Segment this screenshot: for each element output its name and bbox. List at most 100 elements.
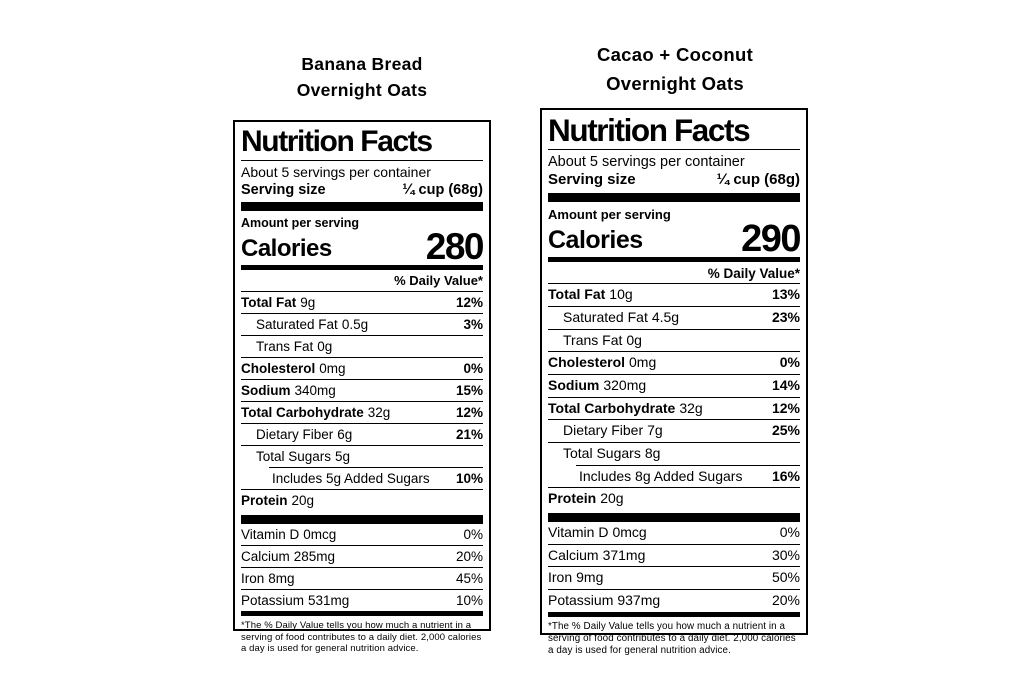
nutrient-dv: 0% (463, 526, 483, 542)
nutrient-dv: 0% (779, 524, 800, 541)
nutrient-amount: 0mg (629, 354, 657, 371)
nutrient-name: Vitamin D (241, 526, 300, 542)
nutrient-row-cholesterol: Cholesterol 0mg 0% (241, 356, 483, 379)
nutrient-name: Includes 5g Added Sugars (272, 471, 430, 487)
daily-value-header: % Daily Value* (548, 262, 800, 285)
product-title-line2: Overnight Oats (606, 72, 744, 94)
nutrient-dv: 20% (771, 592, 800, 609)
thick-divider-bar (548, 192, 800, 202)
nutrition-panel-banana-bread: Nutrition Facts About 5 servings per con… (233, 120, 491, 654)
nutrient-name: Saturated Fat (563, 309, 648, 326)
calories-row: Calories 280 (241, 228, 485, 266)
nutrient-amount: 6g (337, 427, 353, 443)
nutrient-dv: 50% (771, 569, 800, 586)
nutrient-row-added-sugars: Includes 5g Added Sugars 10% (269, 467, 483, 489)
nutrient-name: Total Carbohydrate (241, 405, 364, 421)
calories-label: Calories (241, 234, 332, 262)
nutrient-row-trans-fat: Trans Fat 0g (548, 328, 800, 352)
medium-divider-bar (548, 256, 800, 262)
nutrient-row-trans-fat: Trans Fat 0g (241, 334, 483, 357)
nutrient-amount: 20g (291, 493, 315, 509)
micro-row-iron: Iron 9mg 50% (548, 566, 800, 589)
nutrient-dv: 23% (771, 309, 800, 326)
nutrient-amount: 285mg (293, 548, 336, 564)
medium-divider-bar (241, 611, 483, 617)
nutrient-amount: 32g (679, 399, 703, 416)
nutrient-name: Calcium (548, 546, 599, 563)
nutrient-dv: 20% (455, 548, 483, 564)
nutrient-name: Vitamin D (548, 524, 609, 541)
amount-per-serving-label: Amount per serving (241, 216, 360, 231)
nutrient-name: Total Fat (548, 286, 606, 303)
nutrient-dv: 3% (463, 316, 483, 332)
nutrient-row-total-carbohydrate: Total Carbohydrate 32g 12% (548, 396, 800, 420)
nutrient-rows: Total Fat 9g 12% Saturated Fat 0.5g 3% Tra… (241, 292, 483, 512)
nutrient-row-total-sugars: Total Sugars 8g (548, 442, 800, 465)
nutrient-name: Total Sugars (563, 445, 641, 462)
nutrient-name: Potassium (548, 592, 614, 609)
serving-size-label: Serving size (241, 182, 326, 198)
nutrient-name: Protein (548, 490, 597, 507)
nutrient-amount: 10g (609, 286, 633, 303)
nutrient-dv: 12% (455, 405, 483, 421)
product-title-line1: Banana Bread (301, 54, 423, 74)
product-title-cacao-coconut: Cacao + Coconut Overnight Oats (534, 41, 816, 98)
nutrient-name: Trans Fat (256, 338, 314, 354)
nutrient-dv: 30% (771, 546, 800, 563)
daily-value-footnote: *The % Daily Value tells you how much a … (548, 620, 796, 656)
nutrient-amount: 8mg (268, 570, 295, 586)
nutrient-amount: 0mg (319, 360, 346, 376)
amount-per-serving-label: Amount per serving (548, 206, 671, 222)
servings-per-container: About 5 servings per container (548, 154, 745, 171)
serving-size-value: ¼ cup (68g) (716, 171, 800, 189)
nutrient-row-saturated-fat: Saturated Fat 0.5g 3% (241, 312, 483, 335)
thick-divider-bar (241, 202, 483, 212)
nutrient-amount: 531mg (308, 592, 350, 608)
micro-row-iron: Iron 8mg 45% (241, 566, 483, 589)
nutrient-dv: 45% (455, 570, 483, 586)
calories-row: Calories 290 (548, 219, 801, 257)
nutrient-name: Calcium (241, 548, 290, 564)
medium-divider-bar (241, 264, 483, 270)
nutrient-dv: 16% (771, 467, 800, 484)
nutrient-name: Total Sugars (256, 449, 332, 465)
nutrient-amount: 7g (647, 422, 663, 439)
nutrient-amount: 4.5g (651, 309, 680, 326)
nutrient-name: Sodium (241, 382, 291, 398)
product-title-line1: Cacao + Coconut (596, 44, 754, 65)
medium-divider-bar (548, 611, 800, 617)
nutrient-amount: 8g (644, 445, 661, 462)
nutrient-amount: 320mg (603, 377, 647, 394)
nutrient-amount: 340mg (294, 382, 336, 398)
nutrient-dv: 12% (771, 399, 800, 416)
nutrient-row-sodium: Sodium 340mg 15% (241, 378, 483, 401)
product-title-line2: Overnight Oats (296, 80, 428, 101)
nutrient-name: Saturated Fat (256, 316, 338, 332)
nutrition-facts-heading: Nutrition Facts (548, 113, 800, 151)
nutrient-amount: 0g (317, 338, 333, 354)
nutrient-name: Protein (241, 493, 288, 509)
nutrient-name: Total Carbohydrate (548, 399, 676, 416)
calories-label: Calories (548, 225, 643, 254)
serving-size-row: Serving size ¼ cup (68g) (241, 181, 483, 199)
nutrient-dv: 13% (771, 286, 800, 303)
nutrient-amount: 5g (335, 449, 351, 465)
nutrient-amount: 9mg (576, 569, 604, 586)
micro-row-potassium: Potassium 531mg 10% (241, 588, 483, 611)
micronutrient-rows: Vitamin D 0mcg 0% Calcium 371mg 30% Iron 9m… (548, 522, 800, 612)
nutrition-panel-cacao-coconut: Nutrition Facts About 5 servings per con… (540, 108, 808, 656)
nutrient-amount: 0g (626, 331, 642, 348)
serving-size-value: ¼ cup (68g) (402, 182, 483, 198)
nutrient-name: Dietary Fiber (256, 427, 334, 443)
nutrient-dv: 21% (455, 427, 483, 443)
nutrient-dv: 12% (455, 294, 483, 310)
nutrient-row-cholesterol: Cholesterol 0mg 0% (548, 351, 800, 374)
servings-per-container: About 5 servings per container (241, 163, 431, 180)
thick-divider-bar (241, 514, 483, 524)
nutrient-dv: 0% (463, 360, 483, 376)
nutrient-row-sodium: Sodium 320mg 14% (548, 374, 800, 397)
nutrient-amount: 32g (367, 405, 391, 421)
nutrient-row-protein: Protein 20g (241, 489, 483, 511)
nutrient-row-total-sugars: Total Sugars 5g (241, 445, 483, 467)
